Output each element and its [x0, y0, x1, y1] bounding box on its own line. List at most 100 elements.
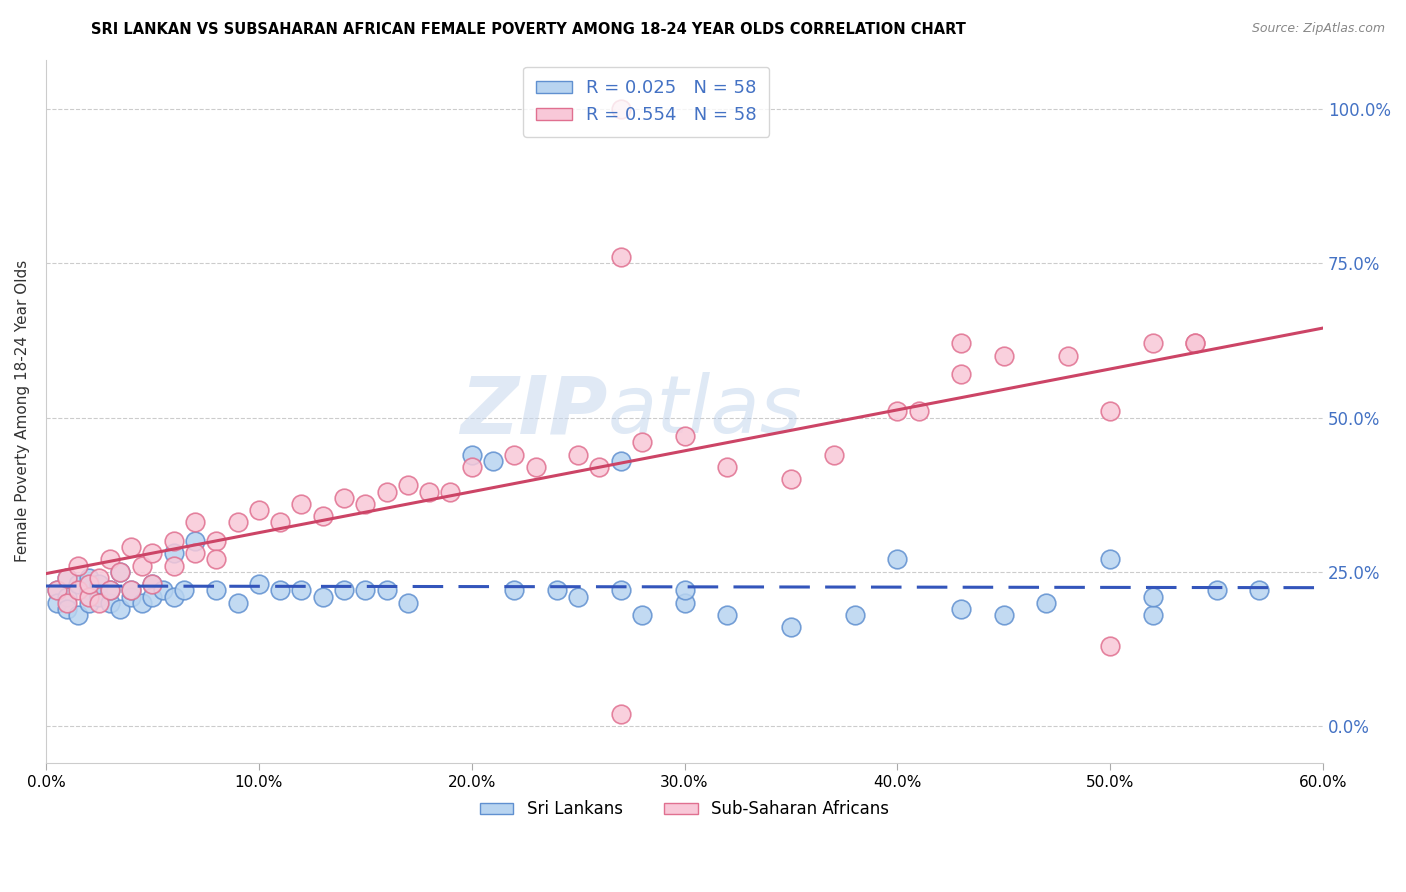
Point [886, 552, 908, 566]
Point [131, 596, 153, 610]
Point [226, 596, 249, 610]
Point [77, 571, 100, 585]
Point [247, 577, 270, 591]
Point [77, 583, 100, 598]
Y-axis label: Female Poverty Among 18-24 Year Olds: Female Poverty Among 18-24 Year Olds [15, 260, 30, 563]
Point [1056, 349, 1078, 363]
Point [56, 590, 79, 604]
Point [609, 102, 631, 116]
Point [312, 509, 335, 524]
Point [290, 497, 312, 511]
Point [482, 454, 505, 468]
Point [1099, 404, 1122, 418]
Point [567, 448, 589, 462]
Point [110, 602, 132, 616]
Point [120, 583, 142, 598]
Point [1184, 336, 1206, 351]
Point [1142, 336, 1164, 351]
Point [89, 596, 111, 610]
Point [950, 602, 973, 616]
Point [141, 546, 163, 560]
Point [120, 540, 142, 554]
Point [1035, 596, 1057, 610]
Point [1099, 552, 1122, 566]
Point [673, 583, 696, 598]
Point [98, 583, 121, 598]
Point [333, 583, 356, 598]
Point [120, 583, 142, 598]
Point [66, 577, 89, 591]
Text: Source: ZipAtlas.com: Source: ZipAtlas.com [1251, 22, 1385, 36]
Point [66, 607, 89, 622]
Point [141, 577, 163, 591]
Point [226, 516, 249, 530]
Point [77, 590, 100, 604]
Point [120, 590, 142, 604]
Point [141, 577, 163, 591]
Point [312, 590, 335, 604]
Point [45, 596, 67, 610]
Point [546, 583, 568, 598]
Point [77, 596, 100, 610]
Point [673, 429, 696, 443]
Point [1249, 583, 1271, 598]
Text: SRI LANKAN VS SUBSAHARAN AFRICAN FEMALE POVERTY AMONG 18-24 YEAR OLDS CORRELATIO: SRI LANKAN VS SUBSAHARAN AFRICAN FEMALE … [91, 22, 966, 37]
Point [503, 448, 526, 462]
Point [631, 435, 654, 450]
Point [396, 596, 419, 610]
Point [89, 577, 111, 591]
Point [163, 558, 186, 573]
Point [77, 577, 100, 591]
Point [716, 459, 738, 474]
Text: ZIP: ZIP [461, 372, 607, 450]
Point [141, 590, 163, 604]
Point [163, 546, 186, 560]
Point [56, 602, 79, 616]
Point [45, 583, 67, 598]
Point [396, 478, 419, 492]
Point [56, 571, 79, 585]
Point [609, 454, 631, 468]
Point [567, 590, 589, 604]
Point [163, 533, 186, 548]
Point [110, 565, 132, 579]
Point [205, 583, 228, 598]
Point [131, 558, 153, 573]
Point [333, 491, 356, 505]
Point [780, 620, 803, 634]
Point [66, 583, 89, 598]
Point [716, 607, 738, 622]
Point [950, 368, 973, 382]
Point [609, 583, 631, 598]
Point [89, 571, 111, 585]
Point [98, 552, 121, 566]
Point [524, 459, 547, 474]
Point [439, 484, 461, 499]
Point [89, 590, 111, 604]
Point [56, 571, 79, 585]
Point [354, 497, 377, 511]
Point [460, 459, 482, 474]
Point [163, 590, 186, 604]
Point [886, 404, 908, 418]
Point [66, 558, 89, 573]
Legend: Sri Lankans, Sub-Saharan Africans: Sri Lankans, Sub-Saharan Africans [474, 794, 896, 825]
Point [460, 448, 482, 462]
Point [609, 706, 631, 721]
Point [173, 583, 195, 598]
Point [631, 607, 654, 622]
Point [950, 336, 973, 351]
Point [907, 404, 929, 418]
Point [503, 583, 526, 598]
Point [45, 583, 67, 598]
Point [98, 583, 121, 598]
Point [184, 533, 207, 548]
Point [1205, 583, 1227, 598]
Point [354, 583, 377, 598]
Point [1184, 336, 1206, 351]
Point [56, 596, 79, 610]
Point [375, 583, 398, 598]
Point [993, 607, 1015, 622]
Point [1142, 590, 1164, 604]
Point [1099, 639, 1122, 653]
